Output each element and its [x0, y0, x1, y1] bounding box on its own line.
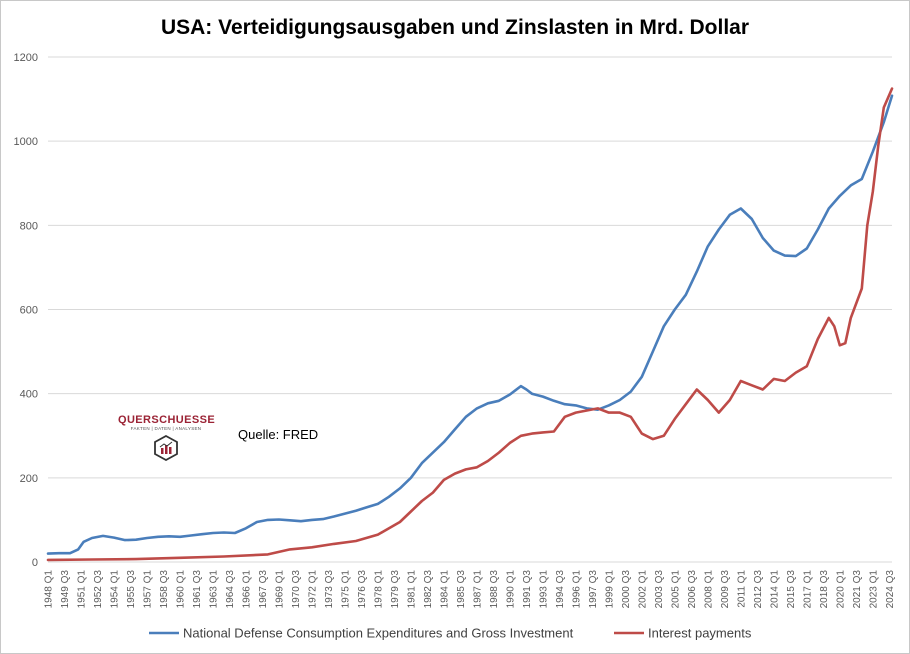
x-tick-label: 1963 Q1	[209, 570, 220, 609]
y-tick-label: 600	[20, 305, 38, 317]
x-tick-label: 1952 Q3	[93, 570, 104, 609]
x-tick-label: 1979 Q3	[390, 570, 401, 609]
chart-cube-icon	[118, 434, 214, 466]
x-tick-label: 2002 Q1	[637, 570, 648, 609]
x-tick-label: 2003 Q3	[654, 570, 665, 609]
y-tick-label: 800	[20, 220, 38, 232]
chart-title: USA: Verteidigungsausgaben und Zinslaste…	[161, 16, 749, 39]
x-tick-label: 1960 Q1	[176, 570, 187, 609]
series-line-defense	[46, 94, 894, 555]
series-lines	[46, 87, 894, 562]
x-tick-label: 1991 Q3	[522, 570, 533, 609]
x-tick-label: 2023 Q1	[868, 570, 879, 609]
brand-tagline: FAKTEN | DATEN | ANALYSEN	[130, 426, 202, 431]
y-tick-label: 1000	[14, 136, 38, 148]
x-tick-label: 1972 Q1	[307, 570, 318, 609]
y-tick-label: 1200	[14, 52, 38, 64]
x-tick-label: 1996 Q1	[571, 570, 582, 609]
x-tick-label: 1957 Q1	[143, 570, 154, 609]
x-tick-label: 1978 Q1	[373, 570, 384, 609]
x-tick-label: 1967 Q3	[258, 570, 269, 609]
x-tick-label: 1976 Q3	[357, 570, 368, 609]
x-tick-label: 1987 Q1	[472, 570, 483, 609]
x-tick-label: 1970 Q3	[291, 570, 302, 609]
x-tick-label: 1982 Q3	[423, 570, 434, 609]
x-tick-label: 2008 Q1	[703, 570, 714, 609]
x-tick-label: 1948 Q1	[44, 570, 55, 609]
x-tick-label: 2000 Q3	[621, 570, 632, 609]
x-axis: 1948 Q1 1949 Q3 1951 Q1 1952 Q3 1954 Q1 1955 …	[44, 570, 896, 609]
x-tick-label: 2015 Q3	[786, 570, 797, 609]
gridlines	[48, 56, 892, 563]
x-tick-label: 1997 Q3	[588, 570, 599, 609]
x-tick-label: 1961 Q3	[192, 570, 203, 609]
x-tick-label: 2020 Q1	[835, 570, 846, 609]
x-tick-label: 1973 Q3	[324, 570, 335, 609]
x-tick-label: 1951 Q1	[77, 570, 88, 609]
source-label: Quelle: FRED	[238, 427, 319, 442]
x-tick-label: 1984 Q1	[439, 570, 450, 609]
x-tick-label: 1966 Q1	[241, 570, 252, 609]
x-tick-label: 2024 Q3	[885, 570, 896, 609]
x-tick-label: 1954 Q1	[110, 570, 121, 609]
y-axis: 0 200 400 600 800 1000 1200	[14, 52, 38, 569]
x-tick-label: 2011 Q1	[736, 570, 747, 608]
x-tick-label: 1964 Q3	[225, 570, 236, 609]
y-tick-label: 0	[32, 557, 38, 569]
x-tick-label: 2009 Q3	[720, 570, 731, 609]
x-tick-label: 1958 Q3	[159, 570, 170, 609]
x-tick-label: 2018 Q3	[819, 570, 830, 609]
x-tick-label: 1988 Q3	[489, 570, 500, 609]
y-tick-label: 400	[20, 389, 38, 401]
x-tick-label: 2005 Q1	[670, 570, 681, 609]
legend-label: National Defense Consumption Expenditure…	[183, 626, 574, 641]
x-tick-label: 1985 Q3	[456, 570, 467, 609]
x-tick-label: 2006 Q3	[687, 570, 698, 609]
x-tick-label: 1999 Q1	[604, 570, 615, 609]
brand-name: QUERSCHUESSE	[118, 414, 216, 426]
legend-label: Interest payments	[648, 626, 752, 641]
x-tick-label: 1993 Q1	[538, 570, 549, 609]
x-tick-label: 1990 Q1	[505, 570, 516, 609]
series-line-interest	[46, 87, 894, 562]
legend: National Defense Consumption Expenditure…	[149, 626, 752, 641]
brand-logo: QUERSCHUESSE FAKTEN | DATEN | ANALYSEN	[118, 414, 216, 466]
x-tick-label: 2014 Q1	[769, 570, 780, 609]
x-tick-label: 2017 Q1	[802, 570, 813, 609]
x-tick-label: 1969 Q1	[274, 570, 285, 609]
x-tick-label: 2012 Q3	[753, 570, 764, 609]
x-tick-label: 1949 Q3	[60, 570, 71, 609]
x-tick-label: 1955 Q3	[126, 570, 137, 609]
x-tick-label: 2021 Q3	[852, 570, 863, 609]
y-tick-label: 200	[20, 473, 38, 485]
x-tick-label: 1994 Q3	[555, 570, 566, 609]
x-tick-label: 1981 Q1	[406, 570, 417, 609]
x-tick-label: 1975 Q1	[340, 570, 351, 609]
